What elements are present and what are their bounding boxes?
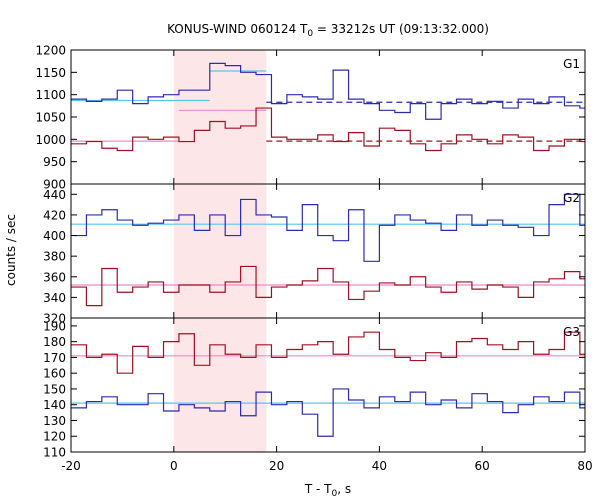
y-tick-label: 320 (43, 312, 66, 326)
y-tick-label: 950 (43, 155, 66, 169)
histogram-series (71, 107, 585, 152)
panel-label: G1 (563, 57, 580, 71)
y-tick-label: 1050 (35, 111, 66, 125)
y-tick-label: 900 (43, 178, 66, 192)
y-tick-label: 1150 (35, 66, 66, 80)
histogram-series (71, 331, 585, 374)
x-axis-label: T - T0, s (304, 482, 351, 499)
y-tick-label: 360 (43, 270, 66, 284)
x-tick-label: 0 (170, 459, 178, 473)
y-tick-label: 160 (43, 367, 66, 381)
x-tick-label: 20 (269, 459, 284, 473)
panel-frame (70, 183, 586, 319)
burst-interval-shade (173, 318, 267, 452)
y-tick-label: 140 (43, 398, 66, 412)
y-tick-label: 130 (43, 414, 66, 428)
y-tick-label: 340 (43, 291, 66, 305)
y-tick-label: 190 (43, 319, 66, 333)
y-tick-label: 120 (43, 430, 66, 444)
panel-label: G3 (563, 325, 580, 339)
y-tick-label: 380 (43, 250, 66, 264)
y-tick-label: 170 (43, 351, 66, 365)
histogram-series (71, 62, 585, 120)
x-tick-label: 80 (577, 459, 592, 473)
y-tick-label: 110 (43, 446, 66, 460)
y-tick-label: 150 (43, 382, 66, 396)
burst-interval-shade (173, 184, 267, 318)
x-tick-label: 40 (372, 459, 387, 473)
panel-frame (70, 49, 586, 185)
y-tick-label: 1100 (35, 88, 66, 102)
y-tick-label: 180 (43, 335, 66, 349)
y-tick-label: 400 (43, 229, 66, 243)
histogram-series (71, 388, 585, 437)
histogram-series (71, 265, 585, 307)
y-tick-label: 420 (43, 208, 66, 222)
chart-title: KONUS-WIND 060124 T0 = 33212s UT (09:13:… (167, 22, 489, 39)
panel-label: G2 (563, 191, 580, 205)
histogram-series (71, 193, 585, 262)
burst-interval-shade (173, 50, 267, 184)
y-tick-label: 1000 (35, 133, 66, 147)
y-tick-label: 440 (43, 188, 66, 202)
y-tick-label: 1200 (35, 44, 66, 58)
x-tick-label: -20 (61, 459, 81, 473)
panel-frame (70, 317, 586, 453)
y-axis-label: counts / sec (4, 214, 18, 286)
x-tick-label: 60 (475, 459, 490, 473)
